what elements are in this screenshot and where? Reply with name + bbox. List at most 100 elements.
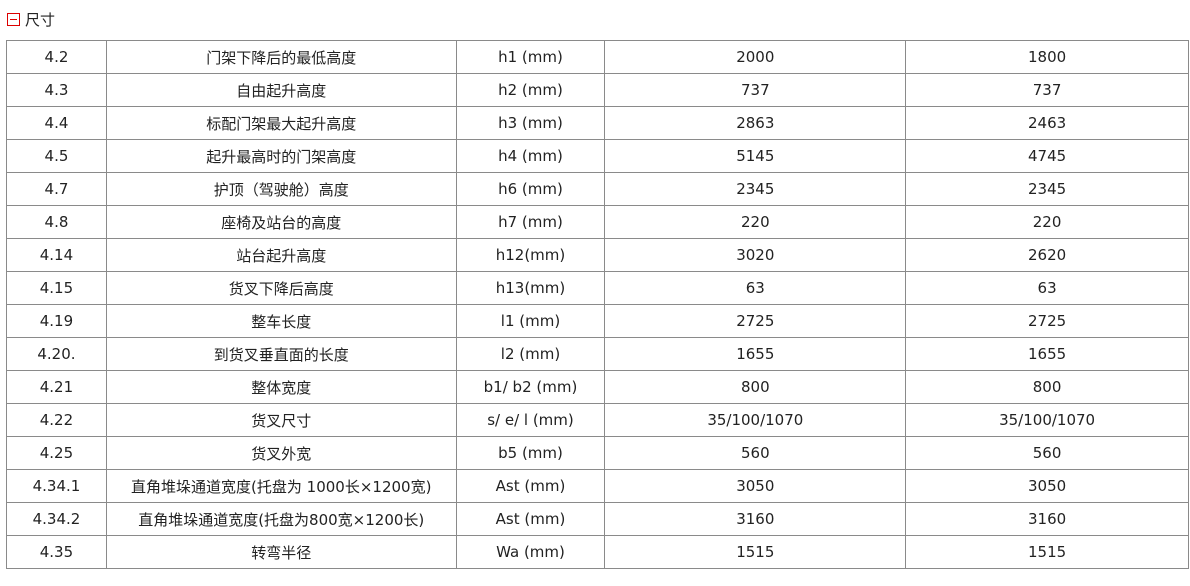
symbol-unit: b1/ b2 (mm)	[455, 370, 606, 404]
item-number: 4.5	[6, 139, 107, 173]
value-model-2: 3050	[905, 469, 1189, 503]
item-name: 整车长度	[105, 304, 457, 338]
value-model-1: 2345	[604, 172, 907, 206]
symbol-unit: h3 (mm)	[455, 106, 606, 140]
item-name: 标配门架最大起升高度	[105, 106, 457, 140]
value-model-1: 560	[604, 436, 907, 470]
item-number: 4.14	[6, 238, 107, 272]
section-title: 尺寸	[25, 11, 56, 29]
value-model-2: 4745	[905, 139, 1189, 173]
item-name: 自由起升高度	[105, 73, 457, 107]
symbol-unit: b5 (mm)	[455, 436, 606, 470]
symbol-unit: h4 (mm)	[455, 139, 606, 173]
item-name: 门架下降后的最低高度	[105, 40, 457, 74]
value-model-2: 3160	[905, 502, 1189, 536]
item-number: 4.20.	[6, 337, 107, 371]
symbol-unit: h7 (mm)	[455, 205, 606, 239]
value-model-1: 2863	[604, 106, 907, 140]
item-number: 4.4	[6, 106, 107, 140]
item-number: 4.35	[6, 535, 107, 569]
table-row: 4.3 自由起升高度 h2 (mm) 737 737	[6, 73, 1189, 107]
item-name: 站台起升高度	[105, 238, 457, 272]
section-header: 尺寸	[7, 9, 55, 30]
symbol-unit: l1 (mm)	[455, 304, 606, 338]
value-model-1: 737	[604, 73, 907, 107]
table-row: 4.4 标配门架最大起升高度 h3 (mm) 2863 2463	[6, 106, 1189, 140]
symbol-unit: h12(mm)	[455, 238, 606, 272]
value-model-1: 1655	[604, 337, 907, 371]
symbol-unit: h13(mm)	[455, 271, 606, 305]
table-row: 4.21 整体宽度 b1/ b2 (mm) 800 800	[6, 370, 1189, 404]
value-model-2: 2463	[905, 106, 1189, 140]
value-model-2: 35/100/1070	[905, 403, 1189, 437]
value-model-2: 2620	[905, 238, 1189, 272]
symbol-unit: Ast (mm)	[455, 469, 606, 503]
table-row: 4.34.1 直角堆垛通道宽度(托盘为 1000长×1200宽) Ast (mm) 3…	[6, 469, 1189, 503]
value-model-2: 63	[905, 271, 1189, 305]
item-name: 护顶（驾驶舱）高度	[105, 172, 457, 206]
table-row: 4.34.2 直角堆垛通道宽度(托盘为800宽×1200长) Ast (mm) 316…	[6, 502, 1189, 536]
value-model-1: 35/100/1070	[604, 403, 907, 437]
item-number: 4.22	[6, 403, 107, 437]
item-number: 4.7	[6, 172, 107, 206]
item-name: 座椅及站台的高度	[105, 205, 457, 239]
value-model-1: 3050	[604, 469, 907, 503]
value-model-1: 220	[604, 205, 907, 239]
item-name: 货叉下降后高度	[105, 271, 457, 305]
table-row: 4.8 座椅及站台的高度 h7 (mm) 220 220	[6, 205, 1189, 239]
value-model-2: 2725	[905, 304, 1189, 338]
symbol-unit: Ast (mm)	[455, 502, 606, 536]
item-number: 4.25	[6, 436, 107, 470]
value-model-2: 1655	[905, 337, 1189, 371]
table-row: 4.25 货叉外宽 b5 (mm) 560 560	[6, 436, 1189, 470]
value-model-1: 63	[604, 271, 907, 305]
symbol-unit: h1 (mm)	[455, 40, 606, 74]
item-name: 起升最高时的门架高度	[105, 139, 457, 173]
value-model-2: 2345	[905, 172, 1189, 206]
value-model-2: 1800	[905, 40, 1189, 74]
table-row: 4.2 门架下降后的最低高度 h1 (mm) 2000 1800	[6, 40, 1189, 74]
item-name: 直角堆垛通道宽度(托盘为800宽×1200长)	[105, 502, 457, 536]
item-number: 4.15	[6, 271, 107, 305]
value-model-2: 220	[905, 205, 1189, 239]
item-name: 到货叉垂直面的长度	[105, 337, 457, 371]
value-model-2: 800	[905, 370, 1189, 404]
item-number: 4.8	[6, 205, 107, 239]
table-row: 4.35 转弯半径 Wa (mm) 1515 1515	[6, 535, 1189, 569]
value-model-1: 3160	[604, 502, 907, 536]
item-number: 4.19	[6, 304, 107, 338]
symbol-unit: h6 (mm)	[455, 172, 606, 206]
item-name: 货叉外宽	[105, 436, 457, 470]
item-number: 4.2	[6, 40, 107, 74]
item-number: 4.21	[6, 370, 107, 404]
value-model-1: 1515	[604, 535, 907, 569]
item-name: 整体宽度	[105, 370, 457, 404]
symbol-unit: h2 (mm)	[455, 73, 606, 107]
symbol-unit: l2 (mm)	[455, 337, 606, 371]
table-row: 4.19 整车长度 l1 (mm) 2725 2725	[6, 304, 1189, 338]
table-row: 4.7 护顶（驾驶舱）高度 h6 (mm) 2345 2345	[6, 172, 1189, 206]
value-model-2: 1515	[905, 535, 1189, 569]
table-row: 4.15 货叉下降后高度 h13(mm) 63 63	[6, 271, 1189, 305]
value-model-1: 2725	[604, 304, 907, 338]
item-name: 转弯半径	[105, 535, 457, 569]
collapse-minus-icon[interactable]	[7, 13, 20, 26]
value-model-1: 3020	[604, 238, 907, 272]
table-row: 4.5 起升最高时的门架高度 h4 (mm) 5145 4745	[6, 139, 1189, 173]
value-model-1: 2000	[604, 40, 907, 74]
symbol-unit: Wa (mm)	[455, 535, 606, 569]
item-number: 4.34.1	[6, 469, 107, 503]
value-model-1: 5145	[604, 139, 907, 173]
dimensions-table: 4.2 门架下降后的最低高度 h1 (mm) 2000 1800 4.3 自由起升高度 h2 …	[6, 40, 1189, 569]
table-row: 4.14 站台起升高度 h12(mm) 3020 2620	[6, 238, 1189, 272]
item-name: 货叉尺寸	[105, 403, 457, 437]
value-model-1: 800	[604, 370, 907, 404]
table-row: 4.20. 到货叉垂直面的长度 l2 (mm) 1655 1655	[6, 337, 1189, 371]
value-model-2: 737	[905, 73, 1189, 107]
value-model-2: 560	[905, 436, 1189, 470]
item-name: 直角堆垛通道宽度(托盘为 1000长×1200宽)	[105, 469, 457, 503]
symbol-unit: s/ e/ l (mm)	[455, 403, 606, 437]
item-number: 4.34.2	[6, 502, 107, 536]
table-row: 4.22 货叉尺寸 s/ e/ l (mm) 35/100/1070 35/100/10…	[6, 403, 1189, 437]
item-number: 4.3	[6, 73, 107, 107]
